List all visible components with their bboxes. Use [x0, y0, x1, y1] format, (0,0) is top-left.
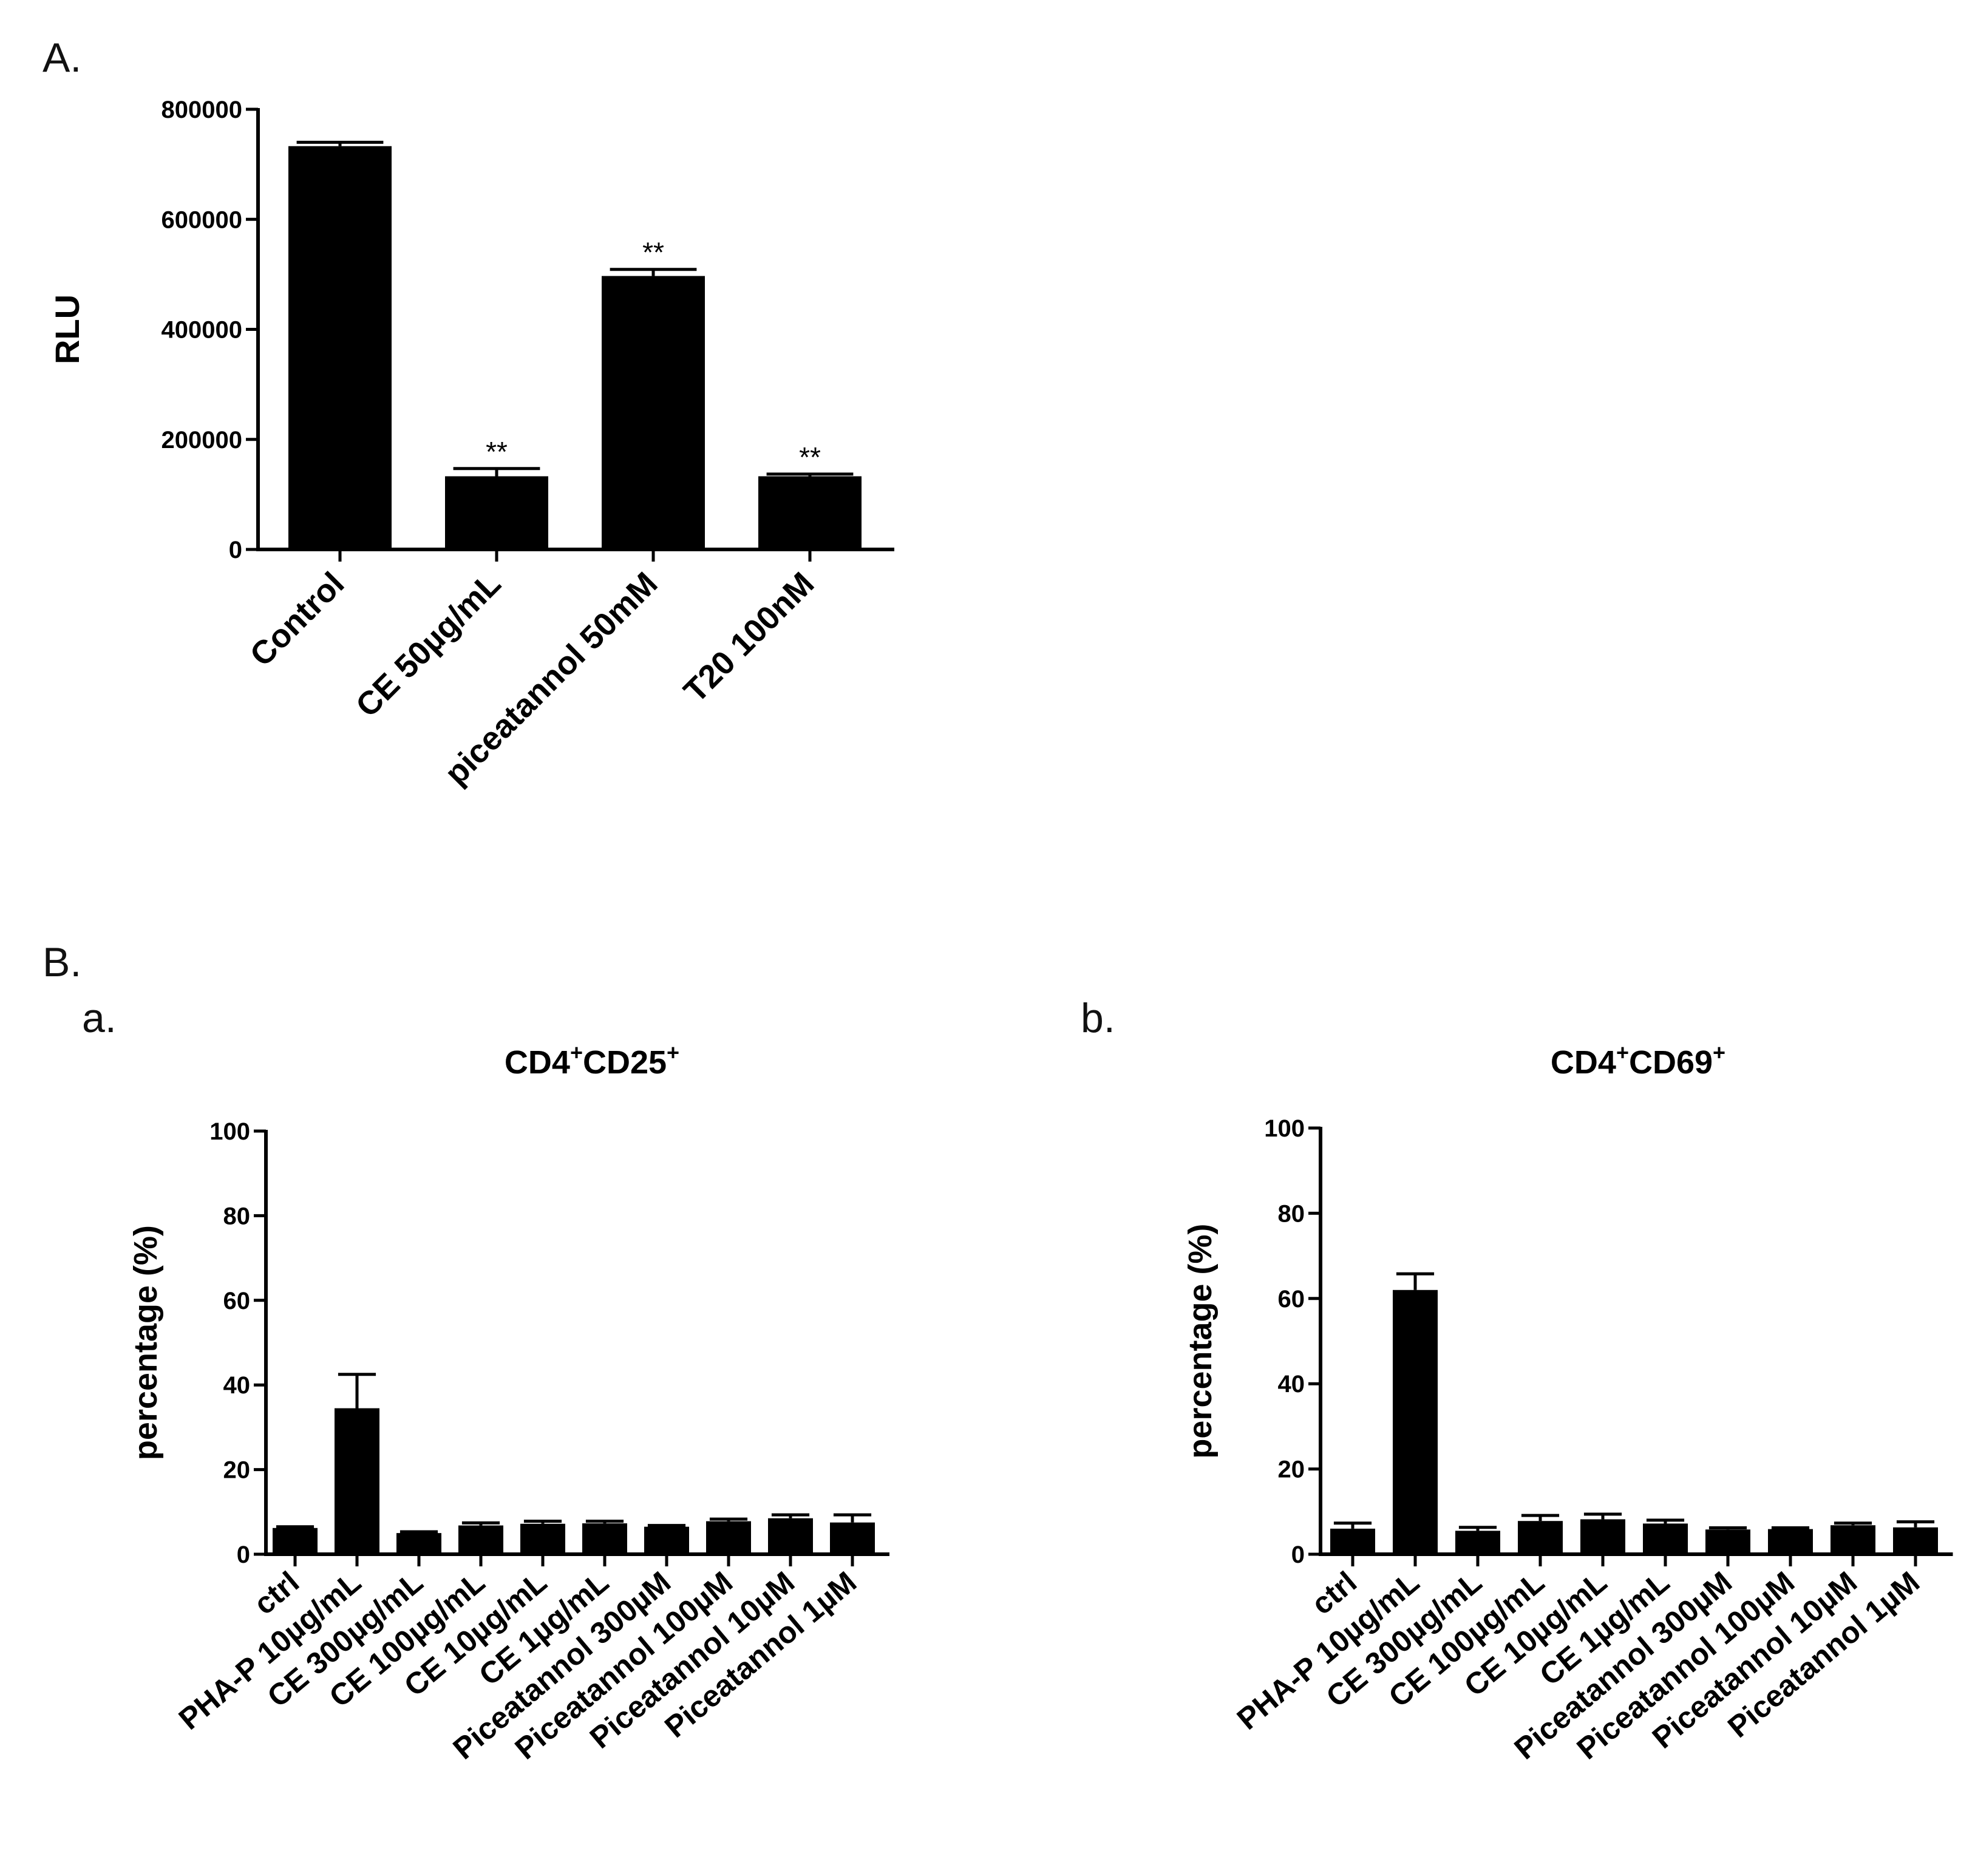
- bar: [706, 1521, 751, 1554]
- title-part: CD4: [505, 1044, 570, 1081]
- y-tick-label: 400000: [161, 317, 242, 344]
- chart-title: CD4+CD25+: [505, 1040, 679, 1081]
- bar: [1580, 1519, 1625, 1554]
- significance-marker: **: [642, 237, 664, 268]
- bar: [758, 476, 862, 549]
- y-tick-label: 0: [1291, 1541, 1305, 1568]
- y-tick-label: 0: [229, 537, 242, 563]
- y-tick-label: 80: [1278, 1200, 1305, 1227]
- bar: [1643, 1523, 1688, 1554]
- y-tick-label: 100: [209, 1118, 250, 1145]
- bar: [602, 276, 705, 549]
- bar: [1455, 1531, 1500, 1554]
- title-superscript: +: [1616, 1040, 1629, 1065]
- y-tick-label: 100: [1264, 1115, 1305, 1142]
- y-tick-label: 0: [237, 1541, 250, 1568]
- y-axis-title: percentage (%): [127, 1225, 164, 1460]
- y-tick-label: 80: [223, 1203, 251, 1229]
- panel-label-b: B.: [42, 939, 81, 985]
- y-axis-title: RLU: [48, 294, 86, 364]
- y-tick-label: 60: [1278, 1286, 1305, 1313]
- bar: [288, 146, 392, 549]
- y-tick-label: 800000: [161, 97, 242, 123]
- bar: [335, 1408, 379, 1554]
- y-tick-label: 60: [223, 1288, 251, 1314]
- title-part: CD4: [1551, 1044, 1616, 1081]
- bar: [1893, 1527, 1938, 1554]
- title-superscript: +: [1713, 1040, 1725, 1065]
- y-tick-label: 40: [223, 1372, 251, 1399]
- y-tick-label: 200000: [161, 427, 242, 454]
- bar: [1518, 1521, 1563, 1554]
- bar: [445, 476, 548, 549]
- bar: [644, 1526, 689, 1554]
- bar: [458, 1525, 503, 1554]
- bar: [396, 1533, 441, 1554]
- title-superscript: +: [667, 1040, 679, 1065]
- y-tick-label: 20: [1278, 1456, 1305, 1483]
- bar: [520, 1523, 565, 1554]
- y-axis-title: percentage (%): [1182, 1223, 1219, 1458]
- bar: [1393, 1290, 1438, 1554]
- bar: [1705, 1529, 1750, 1554]
- y-tick-label: 20: [223, 1457, 251, 1484]
- bar: [830, 1522, 875, 1554]
- panel-label-a: A.: [42, 35, 81, 81]
- bar: [1831, 1525, 1875, 1554]
- y-tick-label: 40: [1278, 1371, 1305, 1398]
- significance-marker: **: [486, 436, 508, 467]
- bar: [582, 1523, 627, 1554]
- title-part: CD25: [583, 1044, 667, 1081]
- bar: [273, 1528, 318, 1554]
- title-part: CD69: [1629, 1044, 1713, 1081]
- bar: [1768, 1529, 1813, 1554]
- chart-title: CD4+CD69+: [1551, 1040, 1725, 1081]
- bar: [768, 1518, 813, 1554]
- title-superscript: +: [570, 1040, 583, 1065]
- panel-label-bb: b.: [1081, 995, 1115, 1041]
- y-tick-label: 600000: [161, 206, 242, 233]
- bar: [1330, 1528, 1375, 1554]
- significance-marker: **: [799, 441, 821, 473]
- panel-label-ba: a.: [82, 995, 117, 1041]
